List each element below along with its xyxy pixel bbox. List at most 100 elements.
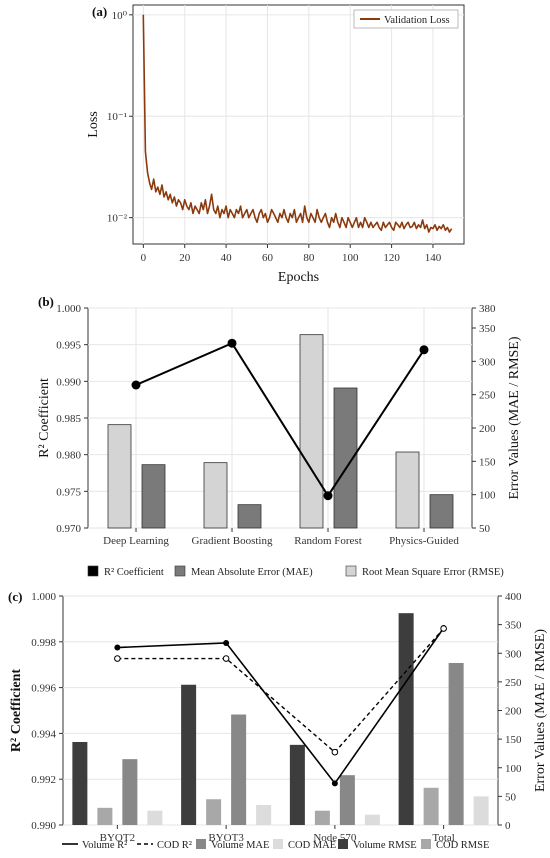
y-tick-label: 0.990 — [31, 820, 56, 832]
y2-tick-label: 350 — [479, 323, 496, 335]
panel-label-c: (c) — [8, 589, 22, 604]
y-tick-label: 0.996 — [31, 683, 56, 695]
legend-c: Volume R² COD R² Volume MAE COD MAE Volume R… — [62, 839, 489, 851]
y2-tick-label: 380 — [479, 303, 496, 315]
y-axis-label-b: R² Coefficient — [37, 378, 52, 458]
bar-cod-mae — [473, 796, 489, 825]
x-tick-label: Random Forest — [294, 535, 362, 547]
legend-box — [353, 9, 459, 29]
panel-a: 0 20 40 60 80 100 120 140 10⁰ 10⁻¹ 10⁻² Validation … — [86, 4, 465, 285]
y-tick-label: 0.975 — [56, 486, 81, 498]
bar-volume-mae — [448, 662, 464, 825]
bar-volume-rmse — [398, 613, 414, 825]
y-axis-label-a: Loss — [86, 111, 101, 137]
y2-tick-label: 250 — [505, 677, 522, 689]
x-tick-label: 120 — [383, 252, 400, 264]
plot-frame-a — [132, 4, 465, 245]
legend-cod-mae-label: COD MAE — [288, 840, 336, 851]
y2-tick-label: 250 — [479, 390, 496, 402]
bar-mae — [237, 504, 262, 529]
legend-rmse-swatch — [345, 565, 357, 577]
legend-mae-swatch — [174, 565, 186, 577]
y2-tick-label: 300 — [505, 648, 522, 660]
y2-tick-label: 200 — [505, 706, 522, 718]
y2-tick-label: 150 — [505, 734, 522, 746]
y2-tick-label: 0 — [505, 820, 511, 832]
r2-point — [323, 491, 333, 501]
legend-mae-label: Mean Absolute Error (MAE) — [191, 567, 313, 578]
panel-label-b: (b) — [38, 294, 54, 309]
validation-loss-line — [142, 14, 453, 233]
y-tick-label: 0.990 — [56, 376, 81, 388]
legend-a: Validation Loss — [353, 9, 459, 29]
x-tick-label: BYOT2 — [100, 832, 135, 844]
y2-tick-label: 400 — [505, 591, 522, 603]
y-tick-label: 1.000 — [56, 303, 81, 315]
x-tick-label: 100 — [342, 252, 359, 264]
volume-r2-point — [331, 780, 338, 787]
bar-cod-mae — [256, 804, 272, 825]
y-tick-label: 0.970 — [56, 523, 81, 535]
legend-r2-swatch — [87, 565, 99, 577]
x-tick-label: Physics-Guided — [389, 535, 459, 547]
y-tick-label: 10⁻² — [107, 213, 128, 225]
x-tick-label: BYOT3 — [208, 832, 244, 844]
legend-cod-mae-swatch — [273, 839, 283, 849]
bar-cod-mae — [147, 810, 163, 825]
legend-rmse-label: Root Mean Square Error (RMSE) — [362, 567, 504, 578]
x-tick-label: Deep Learning — [103, 535, 169, 547]
r2-line — [135, 341, 425, 498]
y2-tick-label: 50 — [505, 791, 517, 803]
bar-cod-rmse — [423, 787, 439, 825]
bar-mae — [429, 494, 454, 529]
legend-label-validation-loss: Validation Loss — [384, 15, 450, 26]
volume-r2-line — [117, 627, 445, 785]
legend-volume-r2-label: Volume R² — [82, 840, 127, 851]
y-tick-label: 0.995 — [56, 340, 81, 352]
y-tick-label: 10⁰ — [112, 10, 128, 22]
x-tick-label: 0 — [141, 252, 147, 264]
bar-volume-mae — [231, 714, 247, 825]
volume-r2-point — [223, 639, 230, 646]
panel-c: 0.990 0.992 0.994 0.996 0.998 1.000 0 50 100 150 2… — [8, 589, 548, 851]
legend-b: R² Coefficient Mean Absolute Error (MAE) R… — [87, 565, 504, 578]
y2-tick-label: 300 — [479, 356, 496, 368]
bar-cod-rmse — [97, 807, 113, 825]
r2-point — [227, 338, 237, 348]
x-axis-label-a: Epochs — [278, 270, 319, 285]
bar-volume-rmse — [289, 744, 305, 825]
r2-point — [419, 345, 429, 355]
bar-volume-mae — [339, 775, 355, 825]
x-tick-label: 140 — [425, 252, 442, 264]
legend-cod-rmse-swatch — [421, 839, 431, 849]
bar-rmse — [203, 462, 228, 529]
y-axis-label-c: R² Coefficient — [9, 669, 24, 752]
legend-cod-rmse-label: COD RMSE — [436, 840, 489, 851]
legend-volume-rmse-swatch — [338, 839, 348, 849]
bar-cod-mae — [364, 814, 380, 825]
bar-mae — [333, 387, 358, 529]
y-tick-label: 10⁻¹ — [107, 111, 127, 123]
y2-tick-label: 50 — [479, 523, 491, 535]
panel-label-a: (a) — [92, 4, 107, 19]
legend-r2-label: R² Coefficient — [104, 567, 164, 578]
volume-r2-point — [114, 644, 121, 651]
y2-tick-label: 150 — [479, 456, 496, 468]
y2-axis-label-b: Error Values (MAE / RMSE) — [507, 336, 522, 499]
r2-point — [131, 380, 141, 390]
x-tick-label: Gradient Boosting — [192, 535, 273, 547]
legend-volume-rmse-label: Volume RMSE — [353, 840, 417, 851]
y2-tick-label: 200 — [479, 423, 496, 435]
y-tick-label: 0.985 — [56, 413, 81, 425]
bar-rmse — [107, 424, 132, 529]
x-tick-label: Total — [432, 832, 454, 844]
cod-r2-point — [114, 655, 121, 662]
cod-r2-point — [440, 625, 447, 632]
legend-volume-mae-swatch — [196, 839, 206, 849]
cod-r2-point — [331, 748, 339, 756]
bar-cod-rmse — [314, 810, 330, 825]
bar-mae — [141, 464, 166, 529]
y2-axis-label-c: Error Values (MAE / RMSE) — [533, 629, 548, 792]
x-tick-label: 40 — [221, 252, 233, 264]
